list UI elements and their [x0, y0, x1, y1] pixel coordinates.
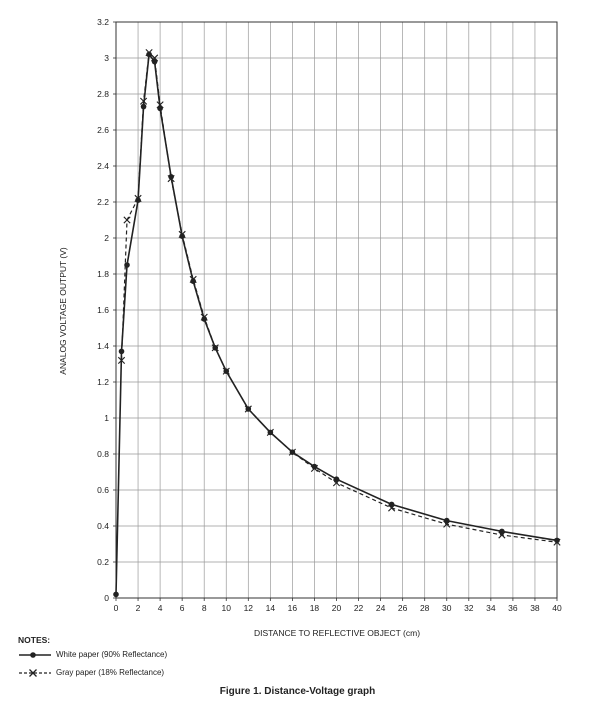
tick-labels: 0 2 4 6 8 10 12 14 16 18 20 22 24 26 28 30 32 34 36 38 4000.…	[97, 17, 562, 613]
point-0-8	[168, 174, 174, 180]
y-tick-label: 2.2	[97, 197, 109, 207]
point-1-9	[189, 275, 197, 283]
x-tick-label: 0	[114, 603, 119, 613]
y-tick-label: 0	[104, 593, 109, 603]
point-0-20	[443, 517, 450, 524]
series-1	[117, 49, 561, 546]
figure-caption: Figure 1. Distance-Voltage graph	[219, 686, 376, 697]
legend-swatch-solid-circle	[19, 651, 51, 658]
y-tick-label: 0.6	[97, 485, 109, 495]
point-1-0	[117, 356, 126, 364]
series-layer	[113, 49, 561, 598]
y-axis-title: ANALOG VOLTAGE OUTPUT (V)	[58, 247, 68, 375]
y-tick-label: 1.8	[97, 269, 109, 279]
y-tick-label: 1.2	[97, 377, 109, 387]
x-axis-title: DISTANCE TO REFLECTIVE OBJECT (cm)	[254, 628, 420, 638]
point-1-1	[123, 216, 131, 224]
point-0-18	[333, 476, 340, 483]
y-tick-label: 1.6	[97, 305, 109, 315]
y-tick-label: 2.8	[97, 89, 109, 99]
notes-title: NOTES:	[18, 635, 51, 645]
legend-label-gray-paper: Gray paper (18% Reflectance)	[56, 667, 165, 677]
point-1-2	[134, 194, 142, 202]
point-1-18	[388, 504, 396, 512]
x-tick-label: 34	[486, 603, 496, 613]
point-1-21	[553, 538, 561, 546]
x-tick-label: 14	[266, 603, 276, 613]
legend-swatch-dashed-x	[19, 668, 51, 677]
x-tick-label: 38	[530, 603, 540, 613]
point-1-8	[178, 230, 186, 238]
point-1-12	[222, 367, 230, 375]
legend-item-white-paper: White paper (90% Reflectance)	[18, 647, 167, 663]
y-tick-label: 2	[104, 233, 109, 243]
point-1-19	[443, 520, 451, 528]
point-1-11	[211, 344, 219, 352]
point-1-20	[498, 531, 506, 539]
point-1-6	[156, 101, 164, 109]
legend-item-gray-paper: Gray paper (18% Reflectance)	[18, 665, 167, 681]
x-tick-label: 6	[180, 603, 185, 613]
y-tick-label: 2.4	[97, 161, 109, 171]
point-1-15	[288, 448, 296, 456]
point-0-11	[201, 316, 207, 322]
point-1-5	[150, 54, 159, 62]
point-1-7	[167, 175, 175, 183]
point-0-4	[140, 103, 147, 110]
point-1-3	[139, 97, 148, 105]
point-1-14	[266, 428, 274, 436]
grid-layer	[115, 21, 558, 599]
y-tick-label: 0.4	[97, 521, 109, 531]
y-tick-label: 3	[104, 53, 109, 63]
x-tick-label: 8	[202, 603, 207, 613]
y-tick-label: 2.6	[97, 125, 109, 135]
x-tick-label: 32	[464, 603, 474, 613]
x-tick-label: 20	[332, 603, 342, 613]
notes-legend: NOTES: White paper (90% Reflectance) Gra…	[18, 636, 167, 681]
legend-label-white-paper: White paper (90% Reflectance)	[56, 649, 168, 659]
x-tick-label: 4	[158, 603, 163, 613]
x-tick-label: 2	[136, 603, 141, 613]
point-1-16	[310, 464, 319, 472]
point-0-0	[113, 591, 119, 598]
x-tick-label: 30	[442, 603, 452, 613]
series-line-1	[120, 52, 558, 543]
y-tick-label: 0.2	[97, 557, 109, 567]
x-tick-label: 10	[222, 603, 232, 613]
point-0-21	[499, 528, 505, 535]
y-tick-label: 3.2	[97, 17, 109, 27]
axis-layer	[113, 21, 558, 601]
y-tick-label: 0.8	[97, 449, 109, 459]
x-tick-label: 28	[420, 603, 430, 613]
x-tick-label: 16	[288, 603, 298, 613]
point-1-17	[332, 479, 341, 487]
x-tick-label: 22	[354, 603, 364, 613]
point-1-10	[200, 313, 208, 321]
x-tick-label: 18	[310, 603, 320, 613]
x-tick-label: 26	[398, 603, 408, 613]
x-tick-label: 12	[244, 603, 254, 613]
y-tick-label: 1.4	[97, 341, 109, 351]
x-tick-label: 40	[552, 603, 562, 613]
x-tick-label: 24	[376, 603, 386, 613]
point-1-13	[244, 405, 252, 413]
point-0-7	[157, 105, 163, 112]
y-tick-label: 1	[104, 413, 109, 423]
point-1-4	[145, 49, 153, 57]
point-0-19	[388, 501, 395, 508]
x-tick-label: 36	[508, 603, 518, 613]
